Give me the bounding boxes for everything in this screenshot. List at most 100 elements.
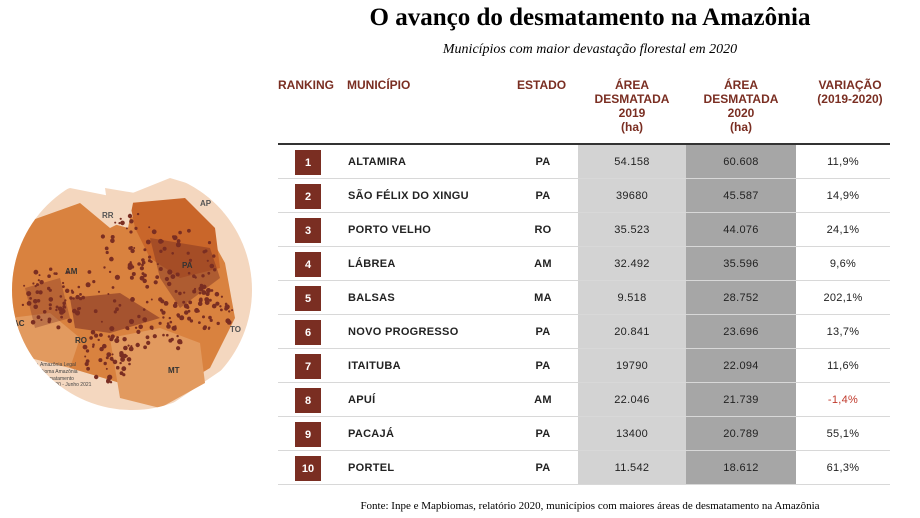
deforestation-dot: [189, 319, 194, 323]
deforestation-dot: [138, 324, 143, 330]
row-separator: [278, 450, 890, 451]
deforestation-dot: [109, 381, 113, 384]
header-estado: ESTADO: [517, 78, 567, 92]
deforestation-dot: [216, 321, 220, 326]
deforestation-dot: [87, 270, 92, 274]
deforestation-dot: [107, 293, 110, 295]
table-row: 3 PORTO VELHO RO 35.523 44.076 24,1%: [278, 213, 890, 246]
deforestation-dot: [33, 299, 38, 304]
deforestation-dot: [122, 353, 128, 359]
deforestation-dot: [108, 270, 112, 274]
deforestation-dot: [187, 228, 191, 233]
deforestation-dot: [149, 260, 152, 263]
deforestation-dot: [118, 222, 121, 225]
deforestation-dot: [198, 291, 202, 295]
deforestation-dot: [208, 298, 212, 302]
deforestation-dot: [105, 250, 109, 255]
deforestation-dot: [171, 325, 177, 331]
deforestation-dot: [207, 271, 211, 275]
deforestation-dot: [33, 269, 39, 275]
deforestation-dot: [207, 327, 211, 330]
deforestation-dot: [168, 338, 173, 343]
deforestation-dot: [130, 248, 135, 254]
deforestation-dot: [231, 309, 234, 312]
deforestation-dot: [118, 303, 122, 307]
col-2019-bg: [578, 213, 686, 246]
deforestation-dot: [211, 303, 217, 309]
deforestation-dot: [137, 262, 141, 266]
deforestation-dot: [21, 303, 25, 307]
deforestation-dot: [29, 297, 32, 300]
deforestation-dot: [172, 303, 178, 308]
municipio-cell: NOVO PROGRESSO: [348, 325, 459, 338]
deforestation-dot: [187, 271, 191, 275]
deforestation-dot: [145, 284, 150, 289]
rank-badge: 6: [295, 320, 321, 345]
deforestation-dot: [141, 260, 146, 265]
deforestation-dot: [208, 315, 212, 320]
deforestation-dot: [34, 285, 37, 288]
deforestation-dot: [128, 318, 135, 325]
municipio-cell: BALSAS: [348, 291, 396, 304]
deforestation-dot: [142, 308, 146, 311]
deforestation-dot: [70, 289, 74, 292]
deforestation-dot: [204, 249, 208, 253]
row-separator: [278, 348, 890, 349]
deforestation-dot: [145, 239, 151, 245]
deforestation-dot: [137, 314, 141, 319]
row-separator: [278, 314, 890, 315]
area-2019-cell: 32.492: [614, 257, 650, 270]
deforestation-dot: [97, 338, 100, 342]
deforestation-dot: [226, 320, 232, 325]
variacao-cell: 11,6%: [827, 359, 859, 372]
deforestation-dot: [126, 327, 130, 331]
area-2019-cell: 54.158: [614, 155, 650, 168]
deforestation-dot: [38, 274, 41, 277]
deforestation-dot: [60, 315, 63, 319]
col-2019-bg: [578, 145, 686, 178]
estado-cell: PA: [535, 325, 551, 338]
deforestation-dot: [99, 346, 104, 352]
deforestation-dot: [129, 219, 134, 224]
deforestation-dot: [176, 346, 181, 351]
deforestation-dot: [103, 361, 107, 366]
deforestation-dot: [107, 335, 111, 338]
col-2020-bg: [686, 383, 796, 416]
deforestation-dot: [48, 288, 52, 292]
legend-period: ago 2020 - Junho 2021: [40, 382, 92, 388]
deforestation-dot: [136, 212, 140, 216]
deforestation-dot: [112, 335, 115, 338]
deforestation-dot: [209, 318, 213, 322]
estado-cell: PA: [535, 359, 551, 372]
deforestation-dot: [103, 266, 106, 269]
deforestation-dot: [215, 301, 220, 306]
deforestation-dot: [136, 329, 141, 334]
municipio-cell: PACAJÁ: [348, 427, 395, 440]
variacao-cell: 14,9%: [826, 189, 860, 202]
deforestation-dot: [126, 357, 132, 362]
deforestation-dot: [94, 333, 99, 338]
deforestation-dot: [69, 296, 73, 300]
deforestation-dot: [79, 293, 82, 296]
area-2020-cell: 35.596: [723, 257, 759, 270]
deforestation-dot: [114, 338, 120, 344]
deforestation-dot: [56, 325, 61, 330]
deforestation-dot: [102, 343, 107, 349]
estado-cell: RO: [534, 223, 552, 236]
table-row: 7 ITAITUBA PA 19790 22.094 11,6%: [278, 349, 890, 382]
deforestation-dot: [166, 324, 171, 329]
deforestation-dot: [155, 275, 160, 279]
deforestation-dot: [148, 226, 151, 229]
rank-badge: 8: [295, 388, 321, 413]
col-2020-bg: [686, 281, 796, 314]
deforestation-dot: [55, 305, 59, 309]
deforestation-dot: [94, 374, 99, 380]
deforestation-dot: [156, 263, 159, 266]
area-2020-cell: 20.789: [723, 427, 759, 440]
deforestation-dot: [176, 334, 179, 338]
deforestation-dot: [92, 280, 96, 284]
deforestation-dot: [162, 316, 165, 319]
table-row: 4 LÁBREA AM 32.492 35.596 9,6%: [278, 247, 890, 280]
deforestation-dot: [134, 326, 138, 329]
deforestation-dot: [82, 344, 88, 350]
